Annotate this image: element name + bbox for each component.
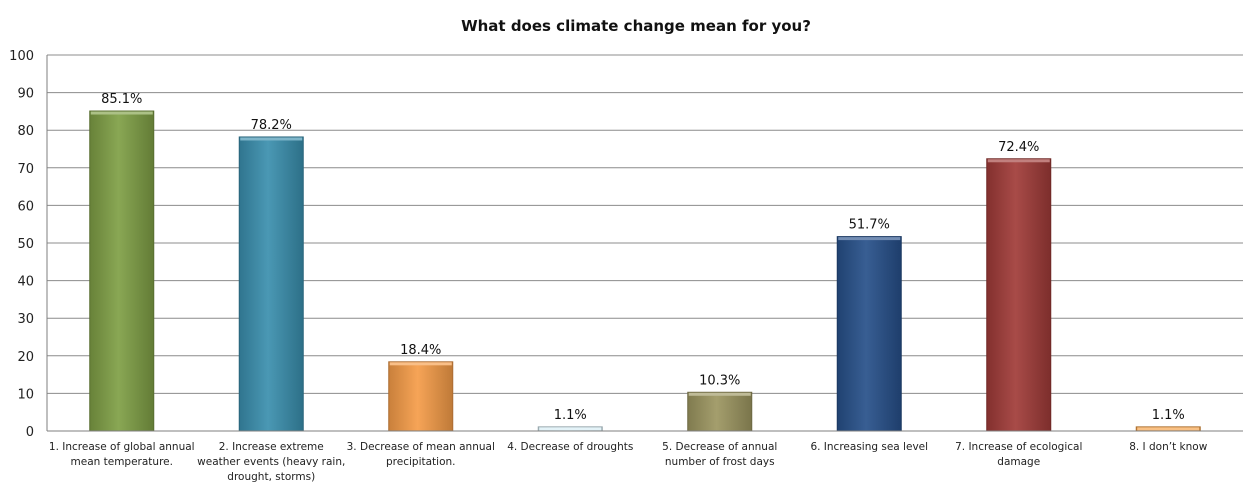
data-label: 51.7%	[849, 218, 890, 233]
y-tick-label: 10	[17, 387, 34, 402]
y-tick-label: 0	[26, 425, 34, 440]
data-label: 1.1%	[1152, 408, 1185, 423]
y-tick-label: 20	[17, 350, 34, 365]
y-tick-label: 40	[17, 275, 34, 290]
y-tick-label: 60	[17, 199, 34, 214]
y-axis-ticks: 0 10 20 30 40 50 60 70 80 90 100	[9, 49, 34, 440]
category-label: 2. Increase extreme weather events (heavy…	[197, 441, 345, 483]
data-labels: 85.1% 78.2% 18.4% 1.1% 10.3% 51.7% 72.4% 1.1%	[101, 92, 1185, 423]
data-label: 78.2%	[251, 118, 292, 133]
category-label: 1. Increase of global annual mean tempera…	[49, 441, 195, 468]
bar	[238, 136, 304, 432]
y-tick-label: 50	[17, 237, 34, 252]
bar-highlight	[987, 159, 1050, 163]
bars	[89, 110, 1201, 432]
data-label: 72.4%	[998, 140, 1039, 155]
bar-highlight	[389, 362, 452, 366]
bar-highlight	[240, 137, 303, 141]
chart-title: What does climate change mean for you?	[461, 17, 811, 35]
category-label: 3. Decrease of mean annual precipitation.	[347, 441, 495, 468]
bar-highlight	[688, 392, 751, 396]
y-tick-label: 100	[9, 49, 34, 64]
category-labels: 1. Increase of global annual mean tempera…	[49, 441, 1208, 483]
category-label: 6. Increasing sea level	[810, 441, 928, 453]
y-tick-label: 30	[17, 312, 34, 327]
category-label: 8. I don’t know	[1129, 441, 1207, 453]
data-label: 85.1%	[101, 92, 142, 107]
bar-highlight	[838, 237, 901, 241]
bar-highlight	[1137, 427, 1200, 431]
y-tick-label: 80	[17, 124, 34, 139]
data-label: 10.3%	[699, 373, 740, 388]
bar	[388, 361, 454, 432]
bar	[89, 110, 155, 432]
category-label: 7. Increase of ecological damage	[955, 441, 1082, 468]
y-tick-label: 90	[17, 87, 34, 102]
y-tick-label: 70	[17, 162, 34, 177]
gridlines	[47, 54, 1243, 394]
data-label: 1.1%	[554, 408, 587, 423]
bar-highlight	[90, 111, 153, 115]
data-label: 18.4%	[400, 343, 441, 358]
bar-highlight	[539, 427, 602, 431]
bar	[687, 391, 753, 432]
bar	[986, 158, 1052, 432]
category-label: 4. Decrease of droughts	[507, 441, 633, 453]
category-label: 5. Decrease of annual number of frost day…	[662, 441, 777, 468]
bar	[836, 236, 902, 432]
